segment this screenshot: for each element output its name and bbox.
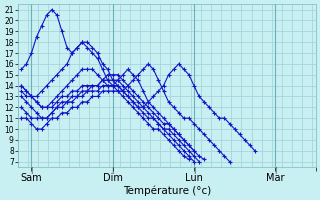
Text: |: | <box>112 167 114 174</box>
Text: |: | <box>30 167 33 174</box>
Text: |: | <box>193 167 195 174</box>
X-axis label: Température (°c): Température (°c) <box>123 185 211 196</box>
Text: |: | <box>274 167 276 174</box>
